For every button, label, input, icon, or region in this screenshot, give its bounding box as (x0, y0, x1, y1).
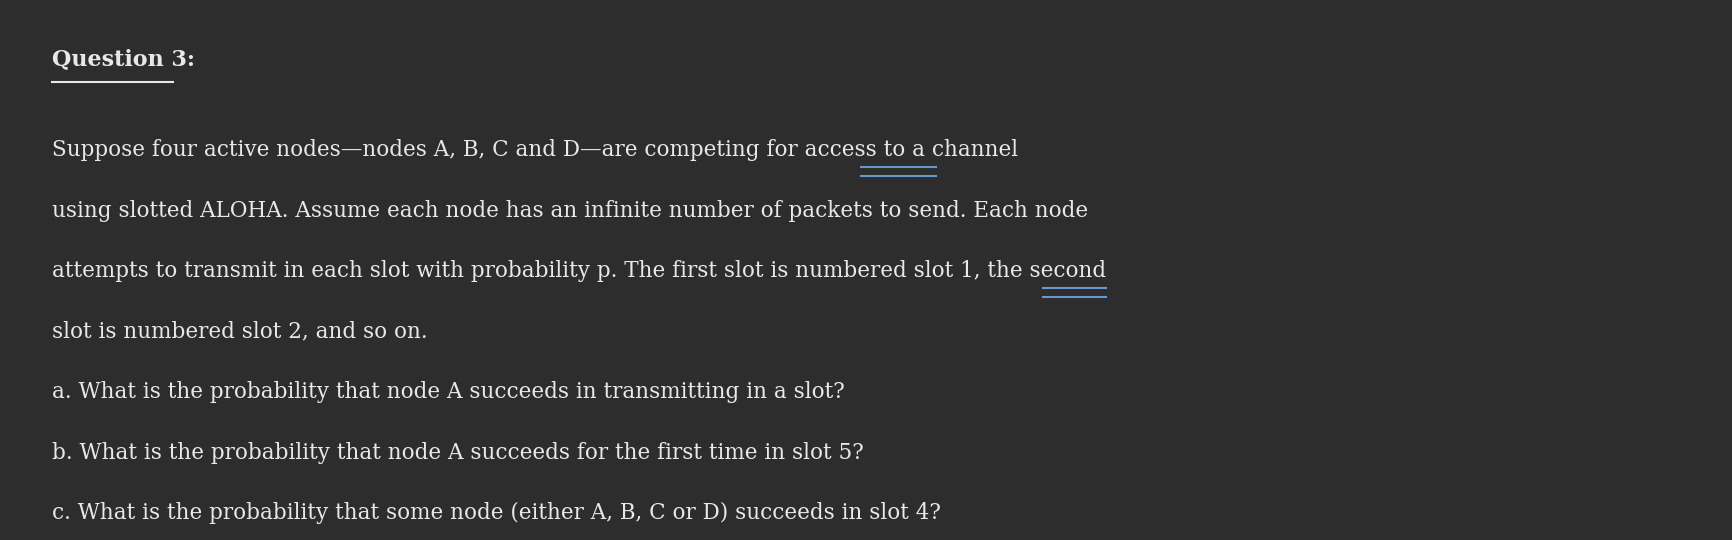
Text: Question 3:: Question 3: (52, 49, 196, 71)
Text: c. What is the probability that some node (either A, B, C or D) succeeds in slot: c. What is the probability that some nod… (52, 502, 940, 524)
Text: attempts to transmit in each slot with probability p. The first slot is numbered: attempts to transmit in each slot with p… (52, 260, 1107, 282)
Text: Suppose four active nodes—nodes A, B, C and D—are competing for access to a chan: Suppose four active nodes—nodes A, B, C … (52, 139, 1018, 161)
Text: b. What is the probability that node A succeeds for the first time in slot 5?: b. What is the probability that node A s… (52, 442, 864, 464)
Text: slot is numbered slot 2, and so on.: slot is numbered slot 2, and so on. (52, 321, 428, 343)
Text: using slotted ALOHA. Assume each node has an infinite number of packets to send.: using slotted ALOHA. Assume each node ha… (52, 200, 1088, 222)
Text: a. What is the probability that node A succeeds in transmitting in a slot?: a. What is the probability that node A s… (52, 381, 845, 403)
